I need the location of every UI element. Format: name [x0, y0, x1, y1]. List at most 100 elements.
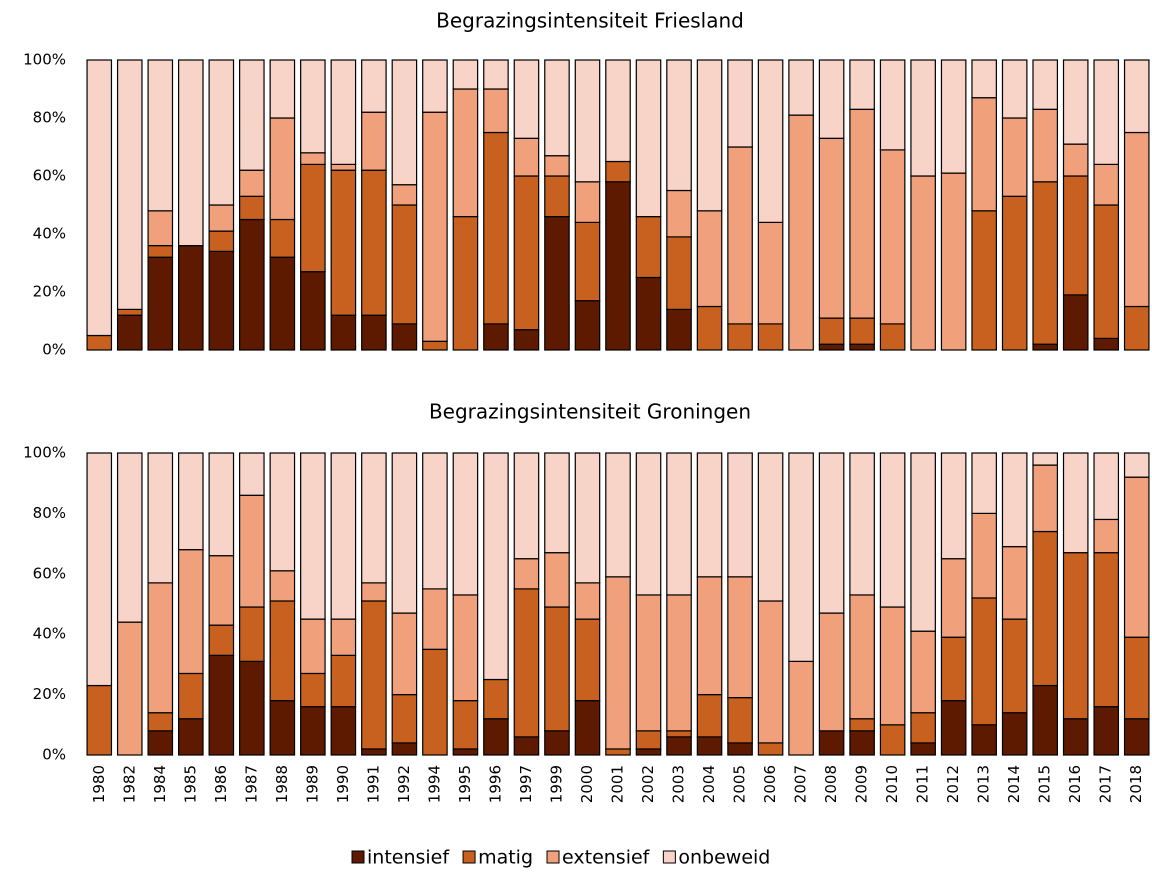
bar-segment [971, 512, 997, 599]
bar-segment [818, 612, 845, 732]
bar-segment [879, 452, 906, 608]
bar-segment [696, 576, 723, 696]
bar-segment [177, 59, 204, 247]
bar-segment [1001, 712, 1028, 756]
bar-segment [86, 684, 113, 756]
bar-segment [818, 343, 845, 351]
x-tick-label: 2018 [1127, 765, 1145, 803]
bar-segment [574, 582, 601, 620]
bar-segment [513, 137, 540, 177]
bar-segment [239, 169, 265, 197]
bar-segment [574, 221, 601, 302]
bar-segment [605, 452, 631, 578]
x-tick-label: 1986 [212, 765, 230, 803]
bar-segment [788, 452, 814, 662]
bar-segment [208, 250, 235, 351]
bar-segment [391, 204, 418, 325]
bar-segment [1093, 337, 1120, 351]
x-tick-label: 2007 [792, 765, 810, 803]
bar-segment [239, 494, 265, 608]
bar-segment [879, 724, 906, 756]
bar-segment [940, 172, 967, 351]
y-tick-label: 80% [33, 109, 66, 127]
bar-segment [666, 594, 692, 732]
bar-segment [605, 160, 631, 183]
bar-segment [849, 317, 875, 345]
bar-segment [727, 323, 753, 351]
x-tick-label: 2014 [1005, 765, 1023, 803]
bar-segment [1123, 636, 1150, 720]
bar-segment [574, 452, 601, 584]
bar-segment [147, 452, 174, 584]
bar-segment [940, 700, 967, 756]
bar-segment [1062, 718, 1089, 756]
bar-segment [269, 452, 296, 572]
bar-segment [666, 452, 692, 596]
legend-swatch [662, 850, 676, 864]
legend-label: matig [478, 847, 533, 869]
bar-segment [635, 452, 662, 596]
bar-segment [239, 452, 265, 496]
bar-segment [849, 343, 875, 351]
bar-segment [483, 323, 509, 351]
bar-segment [666, 730, 692, 738]
bar-segment [361, 582, 387, 602]
bar-segment [849, 59, 875, 110]
bar-segment [300, 59, 326, 154]
bar-segment [574, 181, 601, 224]
x-tick-label: 1984 [151, 765, 169, 803]
bar-segment [483, 88, 509, 134]
bar-segment [605, 181, 631, 351]
bar-segment [239, 660, 265, 756]
bar-segment [330, 654, 357, 708]
bar-segment [1032, 59, 1059, 110]
bar-segment [300, 152, 326, 166]
x-tick-label: 2017 [1097, 765, 1115, 803]
x-tick-label: 2016 [1066, 765, 1084, 803]
x-tick-label: 1992 [395, 765, 413, 803]
bar-segment [208, 654, 235, 756]
bar-segment [727, 452, 753, 578]
bar-segment [391, 323, 418, 351]
bar-segment [1093, 706, 1120, 756]
bar-segment [574, 59, 601, 183]
bar-segment [300, 452, 326, 620]
bar-segment [574, 300, 601, 351]
bar-segment [971, 59, 997, 99]
x-tick-label: 2012 [944, 765, 962, 803]
bar-segment [177, 549, 204, 675]
bar-segment [635, 216, 662, 279]
bar-segment [727, 146, 753, 325]
bar-segment [635, 59, 662, 218]
bar-segment [1093, 163, 1120, 206]
bar-segment [269, 218, 296, 258]
bar-segment [1032, 464, 1059, 533]
bar-segment [818, 317, 845, 345]
bar-segment [391, 59, 418, 186]
bar-segment [1062, 59, 1089, 145]
bar-segment [940, 558, 967, 638]
bar-segment [1001, 546, 1028, 620]
bar-segment [788, 59, 814, 116]
bar-segment [544, 606, 570, 732]
bar-segment [239, 218, 265, 351]
bar-segment [361, 111, 387, 171]
bar-segment [1093, 518, 1120, 554]
x-tick-label: 1994 [425, 765, 443, 803]
bar-segment [1032, 684, 1059, 756]
bar-segment [1001, 59, 1028, 119]
bar-segment [330, 706, 357, 756]
bar-segment [849, 452, 875, 596]
bar-segment [1123, 476, 1150, 638]
bar-segment [879, 323, 906, 351]
x-tick-label: 2015 [1036, 765, 1054, 803]
bar-segment [757, 323, 784, 351]
bar-segment [483, 131, 509, 325]
bar-segment [1001, 117, 1028, 197]
bar-segment [635, 594, 662, 732]
x-tick-label: 1985 [181, 765, 199, 803]
bar-segment [1093, 59, 1120, 166]
x-tick-label: 2008 [822, 765, 840, 803]
bar-segment [452, 594, 479, 702]
